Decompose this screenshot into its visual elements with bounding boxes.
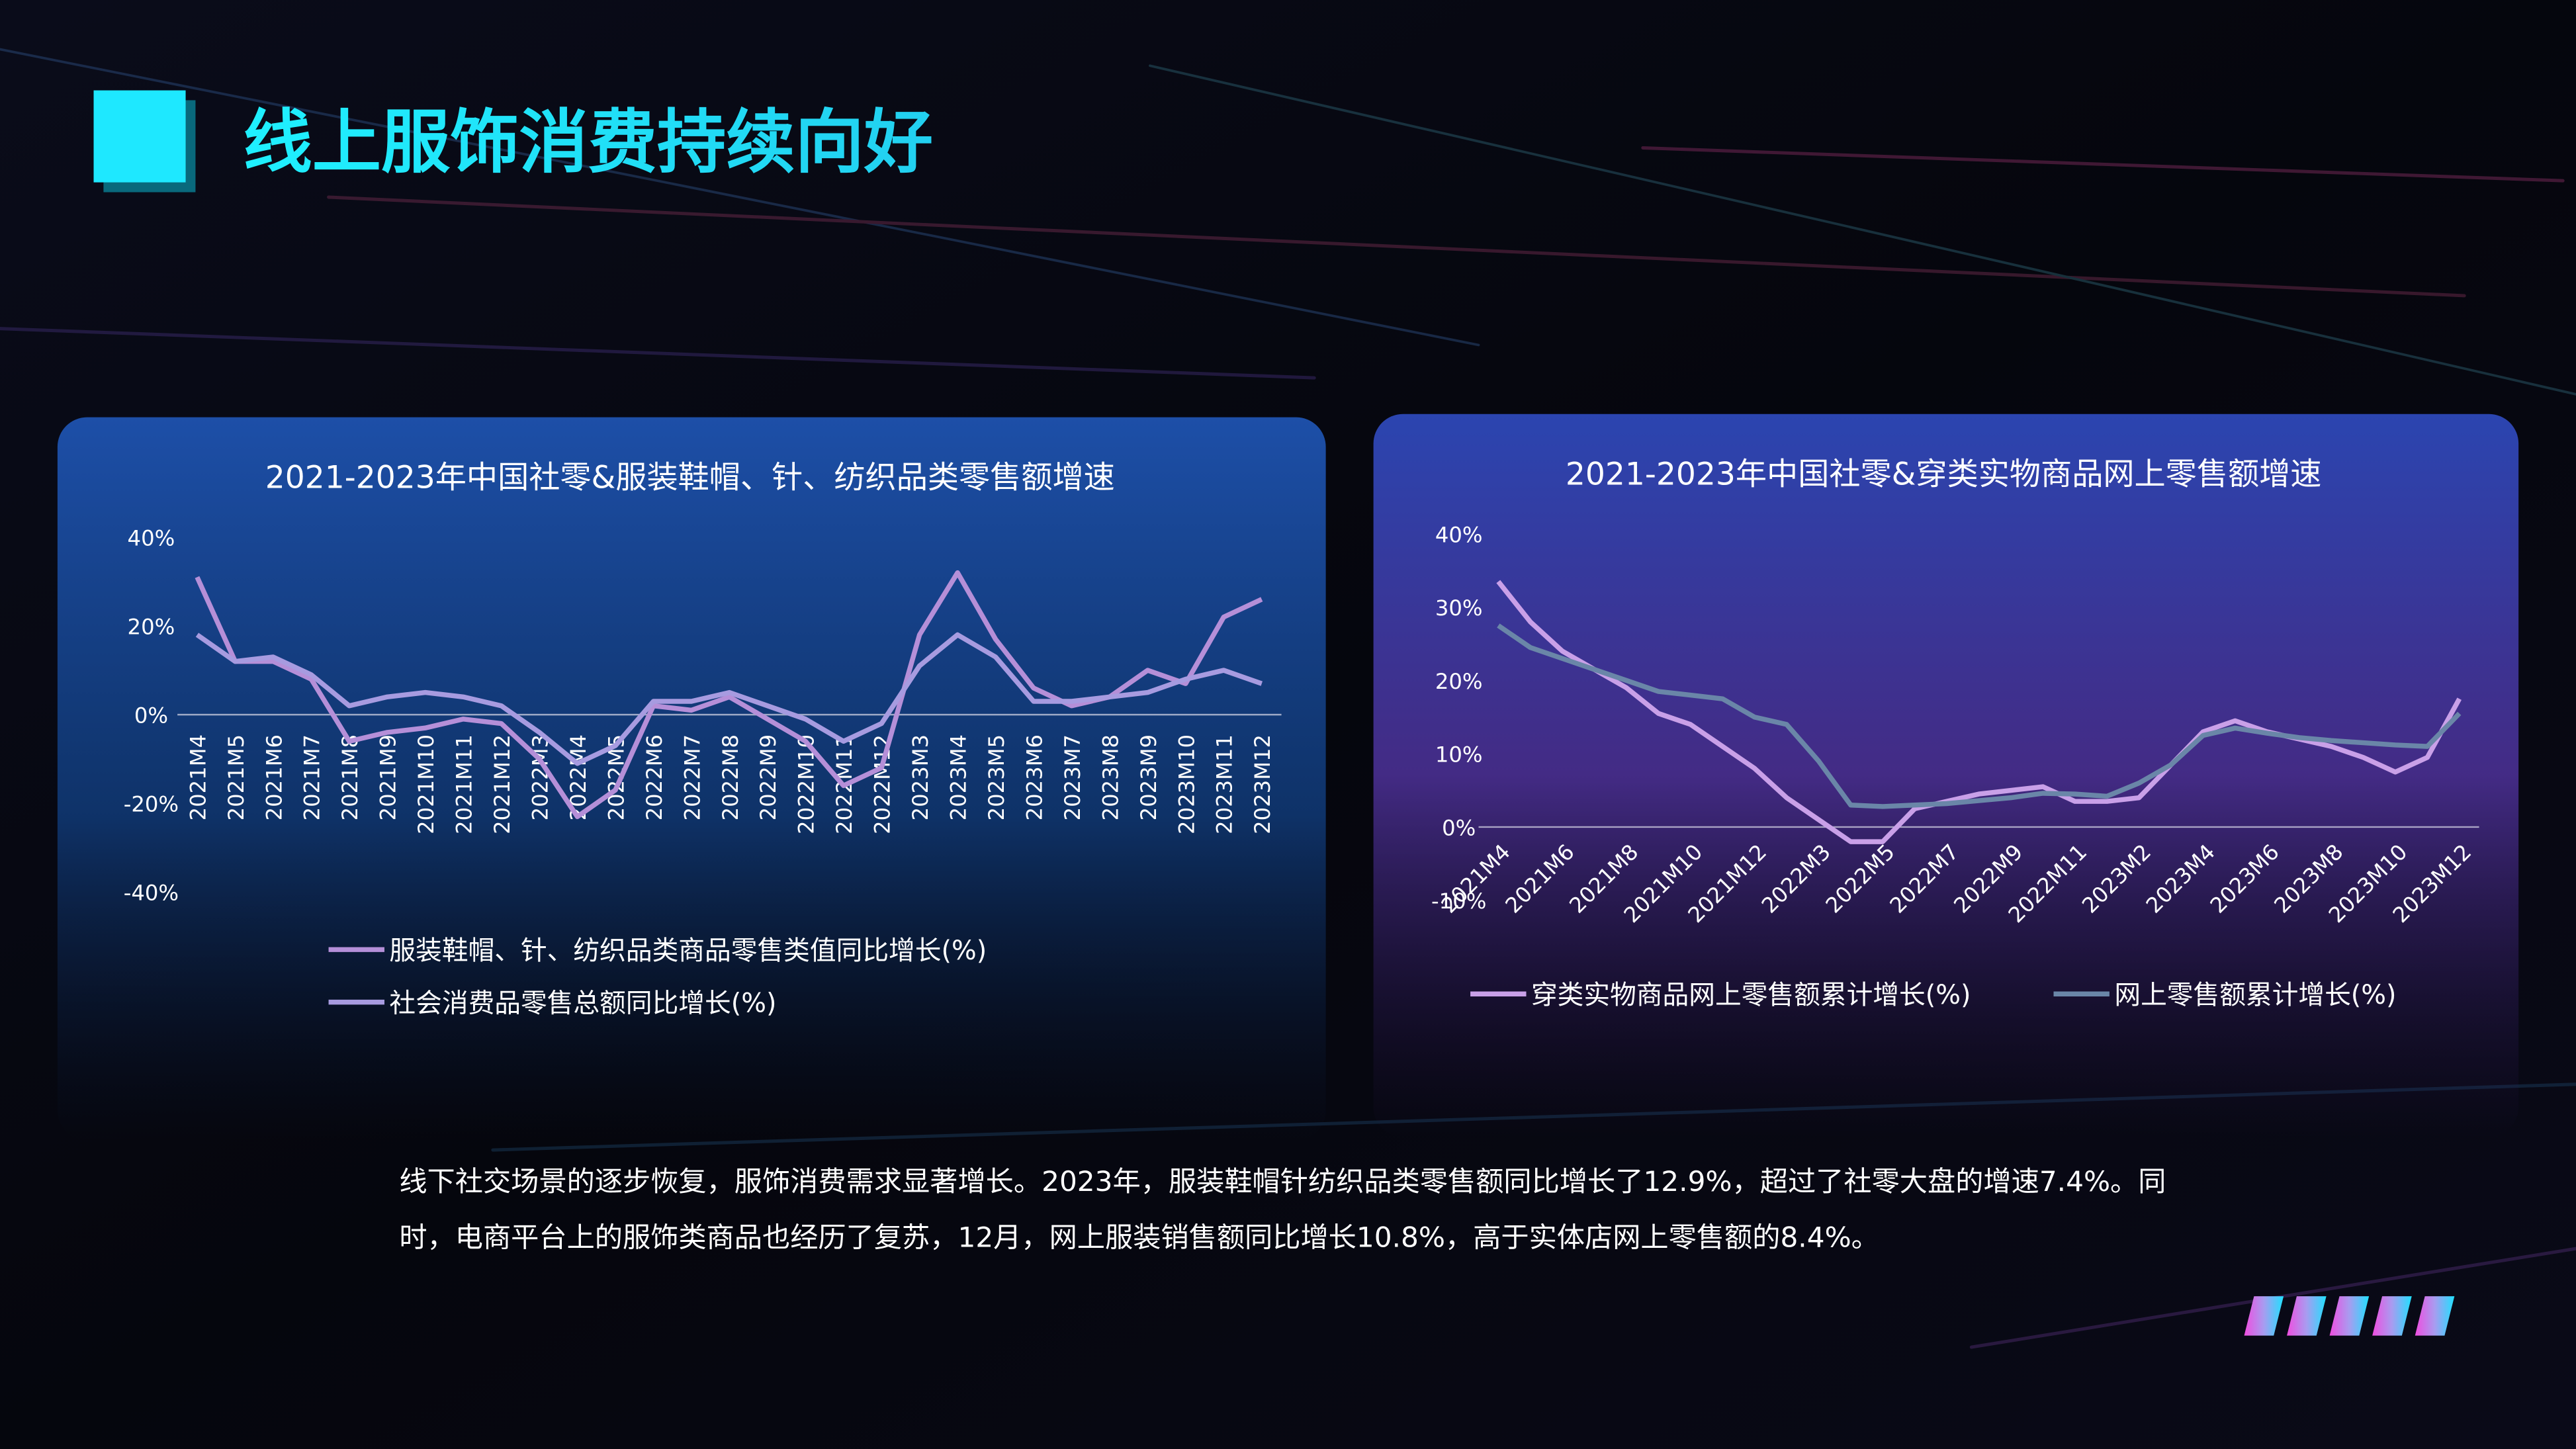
x-tick-label: 2021M12	[490, 734, 515, 834]
x-tick-label: 2023M3	[908, 734, 933, 820]
x-tick-label: 2022M6	[642, 734, 667, 820]
y-tick-label: 40%	[128, 525, 175, 550]
chart-title: 2021-2023年中国社零&服装鞋帽、针、纺织品类零售额增速	[265, 459, 1115, 496]
x-tick-label: 2021M7	[300, 734, 325, 820]
y-tick-label: 40%	[1435, 522, 1483, 547]
y-tick-label: 10%	[1435, 742, 1483, 768]
x-tick-label: 2023M8	[1098, 734, 1123, 820]
y-tick-label: -20%	[124, 792, 179, 817]
series-line	[195, 570, 1263, 820]
x-tick-label: 2023M6	[1022, 734, 1047, 820]
x-tick-label: 2021M4	[185, 734, 210, 820]
y-tick-label: 0%	[1442, 815, 1476, 840]
x-tick-label: 2023M10	[1174, 734, 1199, 834]
legend-label: 穿类实物商品网上零售额累计增长(%)	[1531, 980, 1971, 1010]
y-tick-label: -40%	[124, 881, 179, 906]
y-tick-label: -10%	[1431, 889, 1486, 914]
y-tick-label: 20%	[1435, 669, 1483, 694]
y-tick-label: 30%	[1435, 595, 1483, 621]
x-tick-label: 2021M10	[414, 734, 439, 834]
legend-label: 服装鞋帽、针、纺织品类商品零售类值同比增长(%)	[389, 936, 987, 966]
y-tick-label: 0%	[134, 703, 168, 728]
x-tick-label: 2023M7	[1060, 734, 1085, 820]
x-tick-label: 2022M7	[680, 734, 705, 820]
x-tick-label: 2021M5	[224, 734, 249, 820]
chart-panel	[1373, 414, 2519, 1137]
x-tick-label: 2023M5	[984, 734, 1009, 820]
series-line	[1497, 623, 2462, 809]
slide-title: 线上服饰消费持续向好	[243, 102, 933, 183]
x-tick-label: 2023M9	[1136, 734, 1161, 820]
x-tick-label: 2021M6	[261, 734, 287, 820]
x-tick-label: 2023M12	[1250, 734, 1275, 834]
x-tick-label: 2021M9	[376, 734, 401, 820]
x-tick-label: 2022M12	[870, 734, 895, 834]
body-text: 线下社交场景的逐步恢复，服饰消费需求显著增长。2023年，服装鞋帽针纺织品类零售…	[399, 1166, 2166, 1256]
x-tick-label: 2023M4	[946, 734, 971, 820]
legend-label: 网上零售额累计增长(%)	[2114, 980, 2396, 1010]
y-tick-label: 20%	[128, 614, 175, 639]
x-tick-label: 2021M8	[337, 734, 363, 820]
decoration	[2244, 1296, 2455, 1336]
x-tick-label: 2021M11	[452, 734, 477, 834]
x-tick-label: 2022M8	[718, 734, 743, 820]
x-tick-label: 2022M9	[756, 734, 781, 820]
chart-panel	[57, 417, 1326, 1141]
legend-label: 社会消费品零售总额同比增长(%)	[389, 988, 776, 1019]
title-icon	[93, 90, 186, 183]
chart-title: 2021-2023年中国社零&穿类实物商品网上零售额增速	[1566, 456, 2322, 492]
x-tick-label: 2023M11	[1212, 734, 1237, 834]
series-line	[195, 632, 1263, 766]
